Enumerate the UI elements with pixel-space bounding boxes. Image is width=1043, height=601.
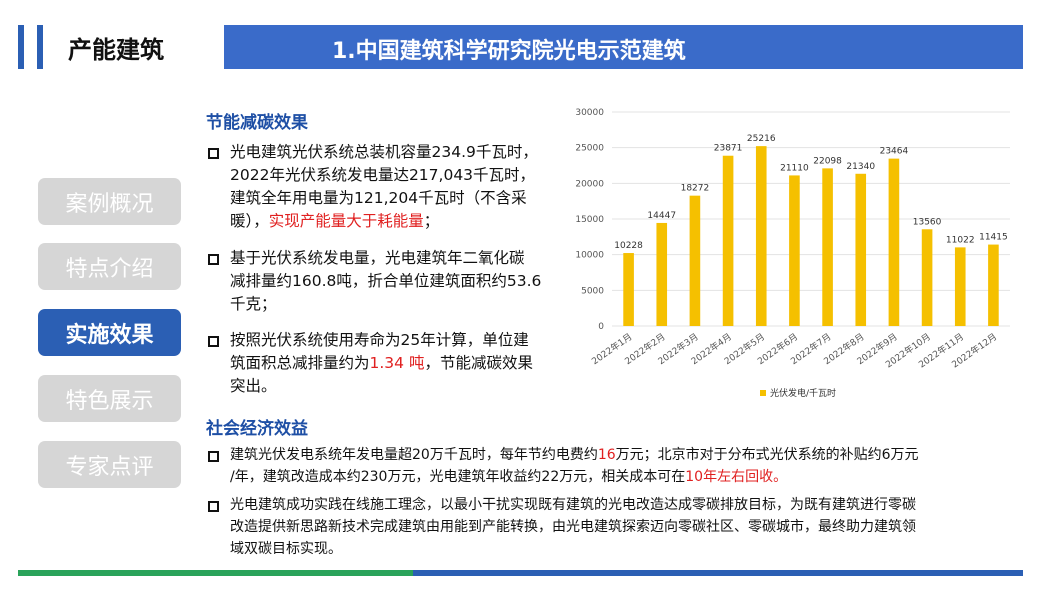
data-label: 11022 [946, 235, 975, 245]
bar [689, 195, 701, 326]
data-label: 10228 [614, 241, 643, 251]
bar [722, 155, 734, 326]
title-banner [224, 25, 1023, 69]
social-bullet-1: 建筑光伏发电系统年发电量超20万千瓦时，每年节约电费约16万元；北京市对于分布式… [230, 447, 919, 485]
checkbox-bullet-icon [208, 451, 219, 462]
nav-item-case-overview[interactable]: 案例概况 [38, 178, 181, 225]
nav-item-expert-review[interactable]: 专家点评 [38, 441, 181, 488]
y-tick-label: 0 [598, 322, 604, 332]
bar [656, 222, 668, 326]
bar [888, 158, 900, 326]
footer-bar-green [18, 570, 413, 576]
data-label: 23464 [880, 147, 909, 157]
data-label: 25216 [747, 134, 776, 144]
bar [623, 253, 634, 326]
nav-item-showcase[interactable]: 特色展示 [38, 375, 181, 422]
bar [822, 168, 833, 326]
nav-item-implementation-effect[interactable]: 实施效果 [38, 309, 181, 356]
bar [789, 175, 800, 326]
bar [988, 244, 999, 326]
checkbox-bullet-icon [208, 501, 219, 512]
energy-bullet-1: 光电建筑光伏系统总装机容量234.9千瓦时， 2022年光伏系统发电量达217,… [230, 143, 538, 230]
data-label: 23871 [714, 144, 743, 154]
data-label: 14447 [647, 211, 676, 221]
data-label: 11415 [979, 233, 1008, 243]
energy-heading: 节能减碳效果 [206, 113, 308, 133]
data-label: 13560 [913, 217, 942, 227]
social-heading: 社会经济效益 [206, 419, 308, 439]
header-accent-bar-1 [18, 25, 24, 69]
data-label: 18272 [681, 184, 710, 194]
energy-bullet-2: 基于光伏系统发电量，光电建筑年二氧化碳 减排量约160.8吨，折合单位建筑面积约… [230, 249, 542, 313]
nav-item-features[interactable]: 特点介绍 [38, 243, 181, 290]
y-tick-label: 20000 [575, 179, 604, 189]
legend-label: 光伏发电/千瓦时 [770, 387, 836, 399]
social-bullet-2: 光电建筑成功实践在线施工理念，以最小干扰实现既有建筑的光电改造达成零碳排放目标，… [230, 497, 916, 557]
page-title: 1.中国建筑科学研究院光电示范建筑 [332, 39, 686, 64]
y-tick-label: 5000 [581, 286, 604, 296]
data-label: 22098 [813, 156, 842, 166]
data-label: 21110 [780, 163, 809, 173]
checkbox-bullet-icon [208, 254, 219, 265]
footer-bar-blue [413, 570, 1023, 576]
energy-bullet-3: 按照光伏系统使用寿命为25年计算，单位建 筑面积总减排量约为1.34 吨，节能减… [230, 331, 533, 395]
legend-swatch [760, 390, 766, 396]
y-tick-label: 10000 [575, 251, 604, 261]
bar [755, 146, 767, 326]
bar [921, 229, 933, 326]
bar [855, 173, 867, 326]
y-tick-label: 25000 [575, 144, 604, 154]
y-tick-label: 30000 [575, 108, 604, 118]
checkbox-bullet-icon [208, 148, 219, 159]
data-label: 21340 [846, 162, 875, 172]
pv-generation-bar-chart: 050001000015000200002500030000102282022年… [575, 108, 1010, 399]
bar [954, 247, 966, 326]
header-accent-bar-2 [37, 25, 43, 69]
section-title: 产能建筑 [68, 36, 164, 64]
y-tick-label: 15000 [575, 215, 604, 225]
checkbox-bullet-icon [208, 336, 219, 347]
